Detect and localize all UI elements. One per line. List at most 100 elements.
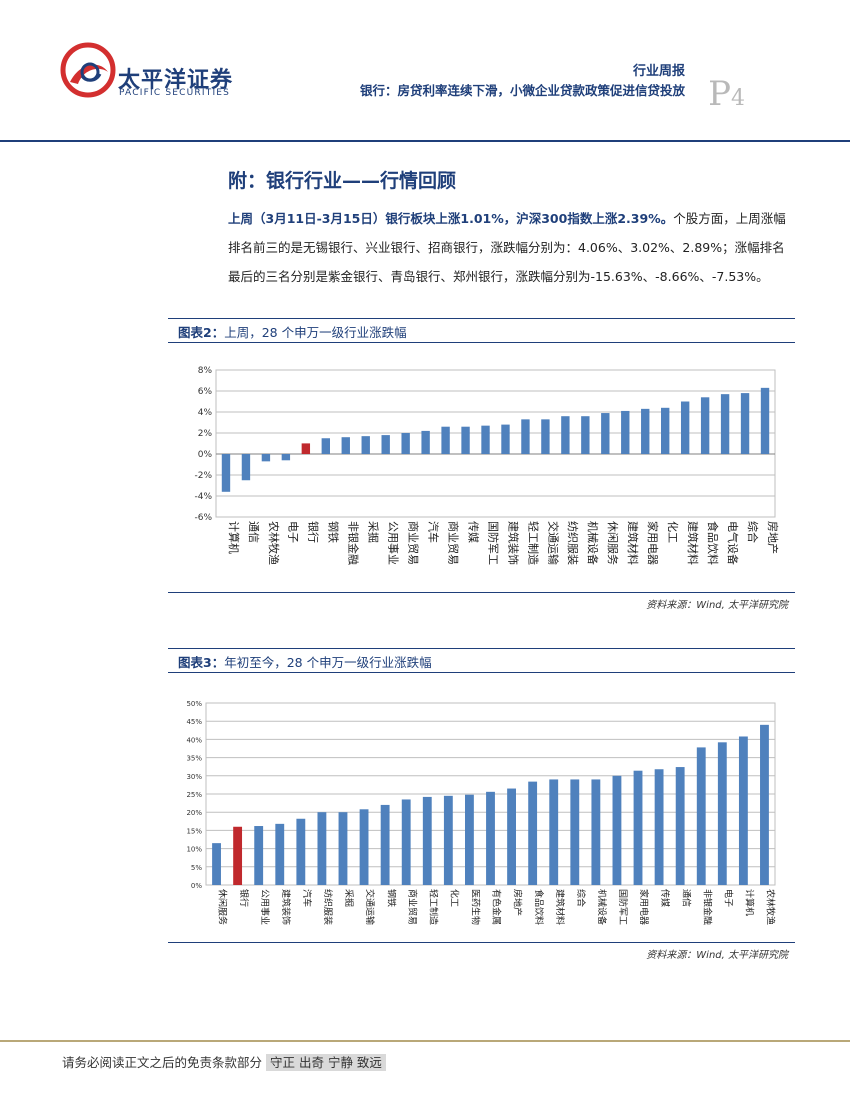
figure3-caption: 年初至今，28 个申万一级行业涨跌幅 [224,655,432,670]
bar [661,407,670,454]
x-category-label: 商业贸易 [407,521,421,565]
bar [465,794,474,885]
section-title: 附：银行行业——行情回顾 [228,170,457,192]
x-category-label: 非银金融 [701,889,713,925]
bar [570,779,580,885]
bar [361,436,370,454]
x-category-label: 交通运输 [364,889,376,925]
header-divider [0,140,850,142]
y-tick-label: 5% [191,864,202,872]
y-tick-label: 50% [186,700,202,708]
figure2-caption: 上周，28 个申万一级行业涨跌幅 [224,325,407,340]
x-category-label: 家用电器 [638,889,650,925]
y-tick-label: 15% [186,827,202,835]
bar [760,724,769,885]
x-category-label: 交通运输 [546,521,560,565]
logo-text-cn: 太平洋证券 [118,68,234,93]
x-category-label: 房地产 [512,889,524,916]
x-category-label: 食品饮料 [706,521,720,565]
figure2-source: 资料来源：Wind, 太平洋研究院 [646,600,788,611]
bar [654,769,664,885]
bar [341,437,350,454]
x-category-label: 综合 [575,889,587,907]
bar [461,426,470,454]
figure2-title-rule [168,342,795,343]
figure3-title-rule [168,672,795,673]
x-category-label: 农林牧渔 [765,889,777,925]
bar [561,416,570,454]
page-prefix: P [708,74,731,114]
x-category-label: 银行 [238,889,250,907]
x-category-label: 房地产 [766,521,780,554]
x-category-label: 建筑材料 [686,521,700,565]
y-tick-label: 4% [198,408,213,418]
bar [281,454,291,461]
x-category-label: 钢铁 [385,889,397,907]
x-category-label: 电气设备 [726,521,740,565]
figure2-top-rule [168,318,795,319]
para-bold: 上周（3月11日-3月15日）银行板块上涨1.01%，沪深300指数上涨2.39… [228,211,674,226]
x-category-label: 钢铁 [327,521,340,543]
figure3-title: 图表3：年初至今，28 个申万一级行业涨跌幅 [175,652,798,671]
x-category-label: 轻工制造 [526,521,540,565]
x-category-label: 食品饮料 [533,889,545,925]
bar [680,401,690,454]
report-type: 行业周报 [632,64,685,79]
x-category-label: 采掘 [343,889,355,907]
bar [501,424,510,454]
x-category-label: 电子 [287,521,300,543]
page-header: 太平洋证券 PACIFIC SECURITIES 行业周报 银行：房贷利率连续下… [0,0,850,142]
para-rest: 个股方面，上周涨幅排名前三的是无锡银行、兴业银行、招商银行，涨跌幅分别为：4.0… [228,211,786,284]
bar [507,788,516,885]
x-category-label: 纺织服装 [566,521,580,565]
bar [696,747,706,885]
y-tick-label: 8% [198,366,213,376]
bar [380,804,390,885]
bar [612,775,622,885]
footer-motto: 守正 出奇 宁静 致远 [266,1054,386,1071]
page-number-value: 4 [731,86,745,111]
figure3-top-rule [168,648,795,649]
bar [401,433,410,454]
bar [633,770,643,885]
page-number: P4 [708,74,745,114]
plot-area [215,369,776,518]
figure2-title: 图表2：上周，28 个申万一级行业涨跌幅 [175,322,798,341]
x-category-label: 银行 [307,521,321,543]
bar [720,394,730,454]
y-tick-label: -6% [194,513,212,523]
bar [254,826,264,885]
bar [486,791,495,885]
bar [261,454,271,462]
footer: 请务必阅读正文之后的免责条款部分 守正 出奇 宁静 致远 [62,1052,386,1071]
bar [317,812,327,885]
x-category-label: 计算机 [744,889,756,916]
bar [422,796,432,885]
x-category-label: 国防军工 [486,521,500,565]
y-tick-label: 40% [186,736,202,744]
x-category-label: 轻工制造 [427,889,439,925]
x-category-label: 公用事业 [387,521,400,565]
bar [441,426,450,454]
bar-highlight [233,826,243,885]
x-category-label: 电子 [722,889,734,907]
bar [275,823,285,885]
bar [421,430,430,454]
x-category-label: 建筑装饰 [506,521,520,565]
bar [581,416,590,454]
bar [338,812,348,885]
bar [700,397,710,454]
y-tick-label: 30% [186,773,202,781]
bar [675,767,685,885]
bar [591,779,601,885]
x-category-label: 有色金属 [491,889,503,925]
figure3-source: 资料来源：Wind, 太平洋研究院 [646,950,788,961]
x-category-label: 综合 [746,521,760,543]
bar [296,818,306,885]
x-category-label: 通信 [680,889,692,907]
y-tick-label: 20% [186,809,202,817]
x-category-label: 机械设备 [596,889,608,925]
bar [443,795,453,885]
bar [221,454,231,492]
bar [359,809,369,885]
